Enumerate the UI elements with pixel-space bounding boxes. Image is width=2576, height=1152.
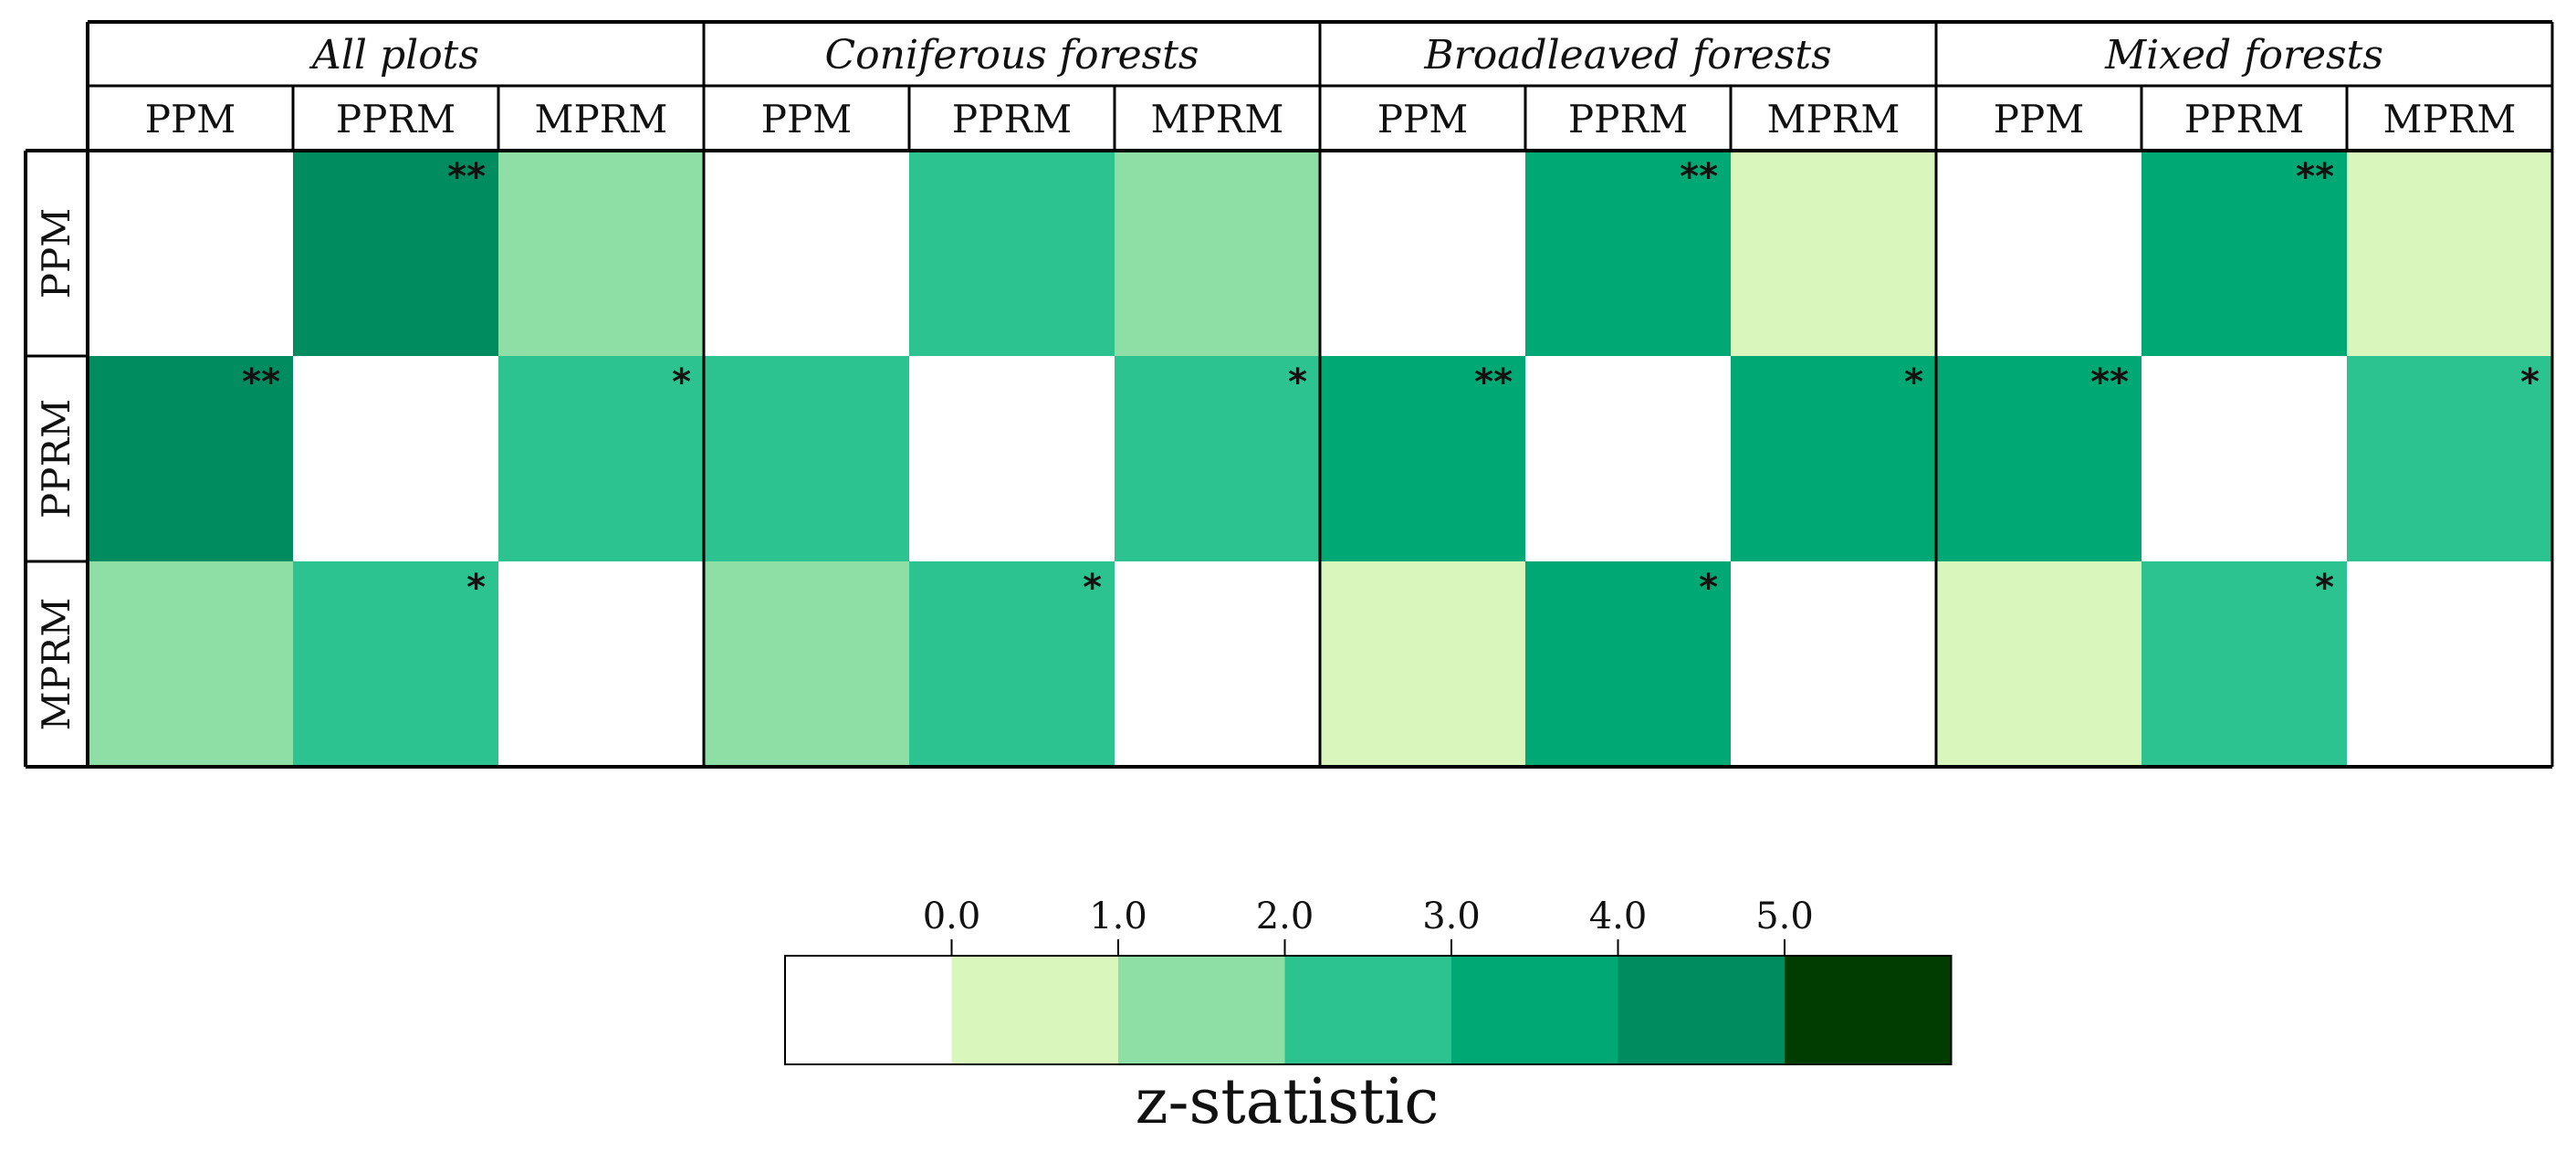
heatmap-cell — [2141, 151, 2347, 356]
colorbar-bin — [1118, 956, 1285, 1064]
heatmap-cell — [909, 356, 1115, 561]
heatmap-cell — [293, 356, 498, 561]
heatmap-cell — [88, 356, 293, 561]
heatmap-cell — [2347, 356, 2552, 561]
heatmap-cell — [1320, 151, 1525, 356]
heatmap-cell — [1731, 561, 1936, 767]
significance-marker: * — [1288, 361, 1307, 403]
column-label: PPM — [1994, 97, 2085, 141]
significance-marker: * — [1083, 567, 1102, 609]
heatmap-cell — [909, 561, 1115, 767]
column-label: MPRM — [1767, 97, 1901, 141]
heatmap-cell — [2347, 151, 2552, 356]
heatmap-cell — [1936, 561, 2141, 767]
column-label: MPRM — [2383, 97, 2517, 141]
heatmap-cell — [498, 356, 704, 561]
significance-marker: ** — [2296, 156, 2334, 198]
heatmap-cell — [2141, 561, 2347, 767]
column-label: MPRM — [1151, 97, 1284, 141]
heatmap-cell — [88, 561, 293, 767]
colorbar-bin — [951, 956, 1118, 1064]
significance-marker: ** — [242, 361, 280, 403]
colorbar-tick-label: 5.0 — [1755, 895, 1814, 937]
significance-marker: * — [1699, 567, 1718, 609]
heatmap-cell — [909, 151, 1115, 356]
row-label: MPRM — [34, 598, 79, 731]
colorbar-bin — [1618, 956, 1785, 1064]
colorbar-tick-label: 0.0 — [923, 895, 981, 937]
column-label: PPM — [1377, 97, 1469, 141]
colorbar-tick-label: 3.0 — [1422, 895, 1481, 937]
heatmap-cell — [1731, 356, 1936, 561]
colorbar-title: z-statistic — [1136, 1066, 1440, 1138]
group-label: Coniferous forests — [824, 32, 1199, 79]
significance-marker: ** — [1474, 361, 1513, 403]
heatmap-cell — [498, 561, 704, 767]
colorbar-bin — [1785, 956, 1952, 1064]
colorbar-tick-label: 4.0 — [1589, 895, 1648, 937]
colorbar-tick-label: 1.0 — [1089, 895, 1147, 937]
column-label: PPRM — [1568, 97, 1688, 141]
significance-marker: * — [466, 567, 486, 609]
heatmap-cell — [704, 356, 909, 561]
colorbar-bin — [1284, 956, 1451, 1064]
heatmap-cell — [1320, 356, 1525, 561]
row-label: PPM — [34, 208, 79, 299]
row-label: PPRM — [34, 399, 79, 518]
column-label: PPRM — [952, 97, 1072, 141]
significance-marker: * — [2520, 361, 2539, 403]
heatmap-cell — [1525, 561, 1731, 767]
group-label: Mixed forests — [2104, 32, 2383, 79]
column-label: MPRM — [535, 97, 668, 141]
colorbar-tick-label: 2.0 — [1256, 895, 1314, 937]
heatmap-cell — [1115, 561, 1320, 767]
group-label: All plots — [309, 32, 479, 79]
heatmap-cell — [1525, 151, 1731, 356]
colorbar-bin — [1451, 956, 1618, 1064]
heatmap-cell — [2141, 356, 2347, 561]
heatmap-cell — [2347, 561, 2552, 767]
column-label: PPRM — [336, 97, 456, 141]
significance-marker: * — [2315, 567, 2334, 609]
column-label: PPM — [145, 97, 236, 141]
significance-marker: * — [672, 361, 691, 403]
heatmap-cell — [88, 151, 293, 356]
significance-marker: ** — [447, 156, 486, 198]
heatmap-cell — [1936, 151, 2141, 356]
heatmap-cell — [1936, 356, 2141, 561]
significance-marker: ** — [1680, 156, 1718, 198]
heatmap-cell — [1115, 356, 1320, 561]
heatmap-cell — [1320, 561, 1525, 767]
heatmap-cell — [1115, 151, 1320, 356]
heatmap-cell — [704, 151, 909, 356]
group-label: Broadleaved forests — [1423, 32, 1831, 79]
column-label: PPM — [761, 97, 853, 141]
heatmap-cell — [293, 561, 498, 767]
heatmap-cell — [498, 151, 704, 356]
significance-marker: ** — [2090, 361, 2129, 403]
colorbar-bin — [785, 956, 952, 1064]
column-label: PPRM — [2184, 97, 2304, 141]
heatmap-cell — [1731, 151, 1936, 356]
significance-marker: * — [1904, 361, 1923, 403]
heatmap-cell — [293, 151, 498, 356]
heatmap-cell — [704, 561, 909, 767]
heatmap-cell — [1525, 356, 1731, 561]
colorbar-border — [784, 955, 1953, 1065]
